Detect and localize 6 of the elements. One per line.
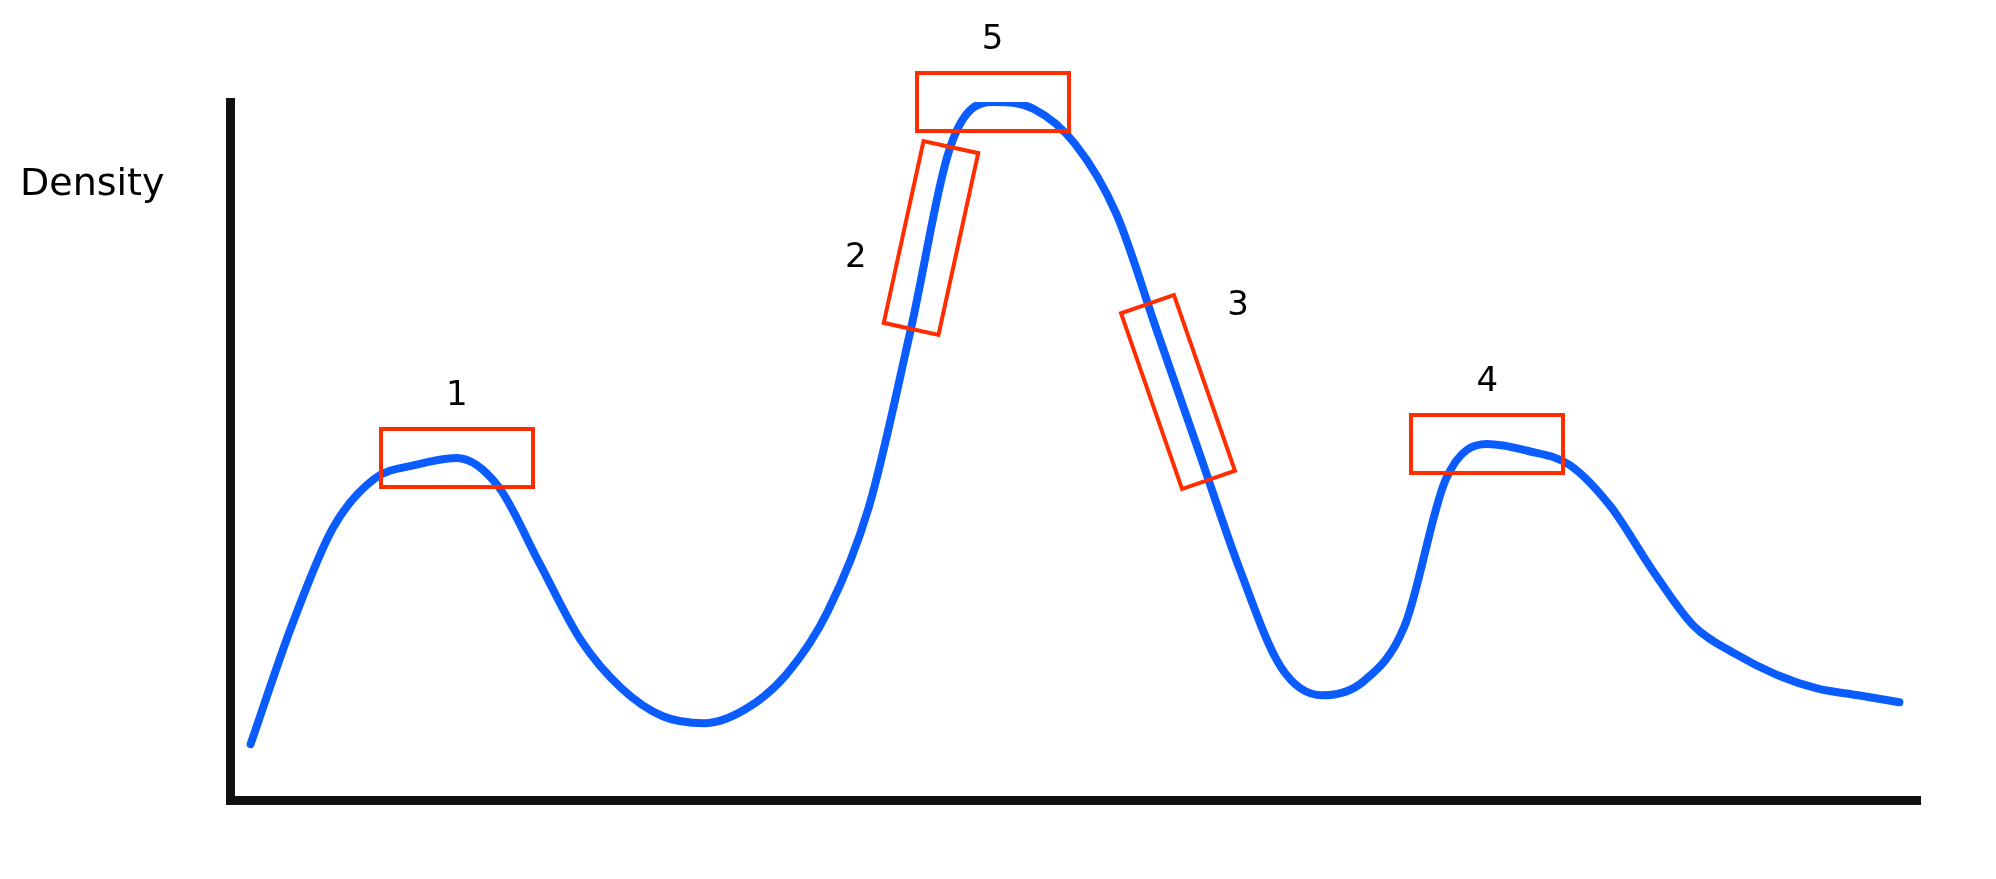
annotation: 2 [844,234,867,275]
annotation: 5 [981,16,1004,57]
annotation: 3 [1227,283,1249,324]
annotation: 1 [445,372,468,413]
annotation: 4 [1476,358,1499,399]
y-axis-title: Density [20,160,165,204]
